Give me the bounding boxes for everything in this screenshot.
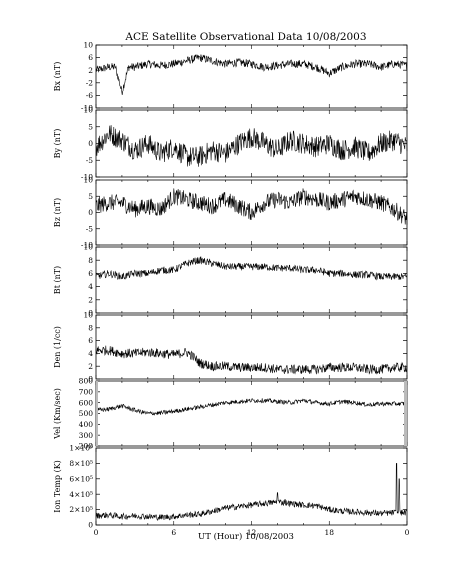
vel-ytick-label: 300: [79, 431, 94, 440]
bt-frame: [95, 246, 408, 314]
bz-ytick-label: 10: [83, 176, 93, 185]
by-ytick-label: -10: [81, 173, 93, 182]
x-tick-label: 0: [405, 528, 410, 537]
bx-series-line: [95, 54, 408, 96]
vel-ytick-label: 700: [79, 387, 94, 396]
bx-ytick-label: 6: [88, 53, 93, 62]
temp-ytick-label: 4×10⁵: [69, 490, 93, 499]
panel-by: -10 -5 0 5 10 By (nT): [53, 106, 408, 182]
bt-ylabel: Bt (nT): [53, 266, 62, 294]
den-ytick-label: 4: [88, 349, 93, 358]
bx-ytick-label: -10: [81, 104, 93, 113]
den-ytick-label: 0: [88, 375, 93, 384]
vel-ytick-label: 600: [79, 398, 94, 407]
temp-ytick-label: 6×10⁵: [69, 474, 93, 483]
x-tick-label: 18: [324, 528, 334, 537]
temp-ylabel: Ion Temp (K): [53, 460, 62, 513]
x-axis-label: UT (Hour) 10/08/2003: [198, 531, 294, 542]
bt-ytick-label: 6: [88, 269, 93, 278]
temp-series-line: [95, 463, 408, 521]
panel-bx: -10 -6 -2 2 6 10 Bx (nT): [53, 41, 408, 113]
bz-ytick-label: 0: [88, 208, 93, 217]
bx-ytick-label: -2: [86, 78, 94, 87]
vel-ytick-label: 400: [79, 420, 94, 429]
bt-ytick-label: 8: [88, 256, 93, 265]
by-ytick-label: 0: [88, 139, 93, 148]
bz-ytick-label: -10: [81, 241, 93, 250]
bz-ytick-label: 5: [88, 192, 93, 201]
vel-series-line: [95, 397, 408, 416]
temp-ytick-label: 8×10⁵: [69, 459, 93, 468]
panel-temp: 0 2×10⁵ 4×10⁵ 6×10⁵ 8×10⁵ 1×10⁶ Ion Temp (K): [53, 444, 408, 530]
panel-den: 0 2 4 6 8 10 Den (1/cc): [53, 311, 408, 384]
temp-ytick-label: 1×10⁶: [69, 444, 93, 453]
bx-ylabel: Bx (nT): [53, 62, 62, 92]
temp-ytick-label: 2×10⁵: [69, 505, 93, 514]
vel-gap-left: [96, 381, 98, 446]
panel-bz: -10 -5 0 5 10 Bz (nT): [53, 176, 408, 250]
den-ylabel: Den (1/cc): [53, 326, 62, 368]
panel-bt: 0 2 4 6 8 10 Bt (nT): [53, 243, 408, 318]
bz-series-line: [95, 188, 408, 225]
by-series-line: [95, 125, 408, 167]
bt-ytick-label: 4: [88, 282, 93, 291]
den-ytick-label: 6: [88, 336, 93, 345]
by-ytick-label: 10: [83, 106, 93, 115]
vel-ytick-label: 800: [79, 377, 94, 386]
bz-ylabel: Bz (nT): [53, 198, 62, 227]
bx-frame: [95, 44, 408, 109]
temp-ytick-label: 0: [88, 521, 93, 530]
vel-frame: [95, 380, 408, 447]
chart-title: ACE Satellite Observational Data 10/08/2…: [124, 31, 366, 43]
den-ytick-label: 8: [88, 323, 93, 332]
bt-ytick-label: 2: [88, 295, 93, 304]
den-ytick-label: 2: [88, 362, 93, 371]
x-tick-label: 12: [247, 528, 257, 537]
by-ytick-label: -5: [86, 156, 94, 165]
vel-ylabel: Vel (Km/sec): [53, 388, 62, 440]
den-series-line: [95, 345, 408, 375]
vel-ytick-label: 500: [79, 409, 94, 418]
by-ytick-label: 5: [88, 122, 93, 131]
temp-frame: [95, 447, 408, 526]
bt-ytick-label: 0: [88, 309, 93, 318]
den-ytick-label: 10: [83, 311, 93, 320]
x-tick-label: 6: [171, 528, 176, 537]
vel-ytick-label: 200: [79, 442, 94, 451]
vel-gap-right: [404, 381, 407, 446]
bt-ytick-label: 10: [83, 243, 93, 252]
x-tick-label: 0: [94, 528, 99, 537]
bx-ytick-label: 2: [88, 66, 93, 75]
by-ylabel: By (nT): [53, 129, 62, 159]
panels-group: -10 -6 -2 2 6 10 Bx (nT) -10 -5 0 5 10 By (nT) -10 -5 0…: [53, 41, 410, 537]
bx-ytick-label: 10: [83, 41, 93, 50]
bz-ytick-label: -5: [86, 224, 94, 233]
bt-series-line: [95, 256, 408, 281]
bx-ytick-label: -6: [86, 91, 94, 100]
